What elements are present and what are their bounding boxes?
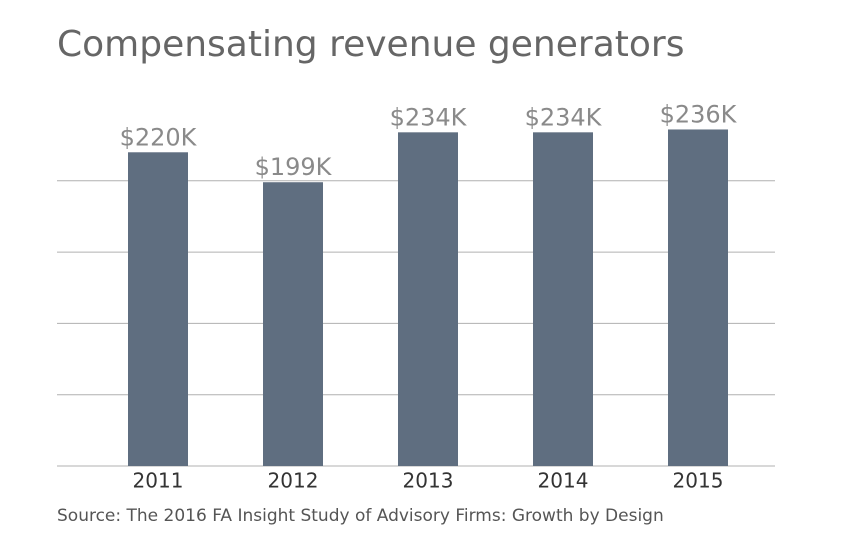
- value-label: $234K: [525, 103, 603, 131]
- x-tick-label: 2014: [538, 469, 589, 493]
- chart-title: Compensating revenue generators: [57, 24, 684, 65]
- x-tick-label: 2012: [268, 469, 319, 493]
- value-label: $199K: [255, 153, 333, 181]
- bar: [398, 132, 458, 467]
- bar: [128, 152, 188, 466]
- x-tick-label: 2015: [673, 469, 724, 493]
- x-tick-label: 2013: [403, 469, 454, 493]
- source-note: Source: The 2016 FA Insight Study of Adv…: [57, 506, 664, 526]
- bar: [668, 129, 728, 467]
- value-label: $234K: [390, 103, 468, 131]
- x-tick-label: 2011: [133, 469, 184, 493]
- bar: [533, 132, 593, 467]
- bar: [263, 182, 323, 466]
- value-label: $236K: [660, 100, 738, 128]
- value-label: $220K: [120, 123, 198, 151]
